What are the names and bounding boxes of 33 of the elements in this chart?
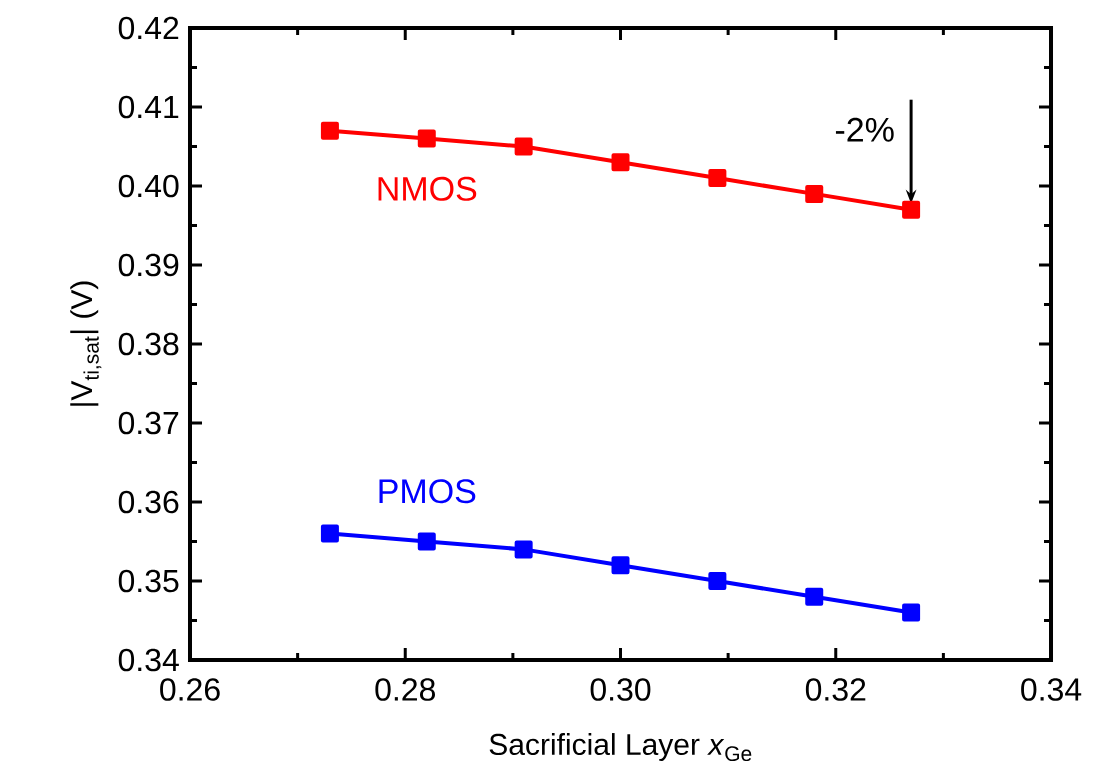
- point: [320, 524, 339, 543]
- point: [611, 556, 630, 575]
- y-tick-label: 0.40: [118, 174, 179, 198]
- x-tick-label: 0.34: [1021, 678, 1082, 701]
- y-tick-label: 0.37: [118, 411, 179, 435]
- point: [417, 129, 436, 148]
- point: [902, 200, 921, 219]
- series-label: NMOS: [378, 176, 477, 201]
- point: [708, 169, 727, 188]
- y-tick-label: 0.39: [118, 253, 179, 277]
- y-axis-title: |V$_{ti,sat}$| (V): [70, 281, 102, 406]
- series-label: PMOS: [379, 479, 476, 504]
- x-tick-label: 0.26: [160, 678, 220, 701]
- x-tick-label: 0.32: [805, 678, 866, 701]
- point: [417, 532, 436, 551]
- y-tick-label: 0.38: [118, 332, 179, 356]
- point: [514, 540, 533, 559]
- y-tick-label: 0.41: [118, 95, 179, 119]
- point: [708, 572, 727, 590]
- x-tick-label: 0.30: [590, 678, 651, 701]
- point: [320, 121, 339, 140]
- point: [611, 153, 630, 172]
- x-tick-label: 0.28: [375, 678, 435, 701]
- point: [514, 137, 533, 156]
- y-tick-label: 0.42: [118, 16, 179, 40]
- point: [805, 587, 824, 606]
- y-tick-label: 0.36: [118, 490, 179, 514]
- y-tick-label: 0.34: [118, 648, 179, 672]
- point: [902, 603, 921, 622]
- y-tick-label: 0.35: [118, 569, 179, 593]
- x-axis-title: Sacrificial Layer x$_{Ge}$: [489, 733, 752, 762]
- annotation: -2%: [835, 117, 894, 142]
- point: [805, 184, 824, 203]
